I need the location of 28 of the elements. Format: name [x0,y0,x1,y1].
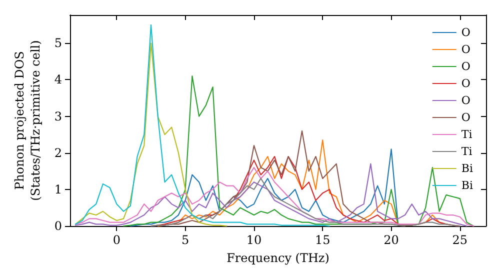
line-series [74,24,330,227]
legend-label: O [461,26,470,39]
legend-label: O [461,77,470,90]
x-tick-label: 25 [452,233,468,247]
legend-label: O [461,111,470,124]
x-tick-label: 0 [112,233,120,247]
legend-label: Ti [461,128,473,141]
y-tick-label: 4 [54,72,62,87]
y-axis-title: Phonon projected DOS (States/THz·primitive cell) [12,40,42,201]
legend-label: Bi [461,162,474,175]
y-tick-label: 3 [54,109,62,124]
legend-label: Bi [461,179,474,192]
legend-label: O [461,60,470,73]
x-tick-label: 20 [384,233,399,247]
x-tick-label: 5 [182,233,190,247]
legend-label: O [461,94,470,107]
line-series [74,42,228,227]
y-tick-label: 0 [54,219,62,233]
line-series [122,76,474,227]
y-tick-label: 1 [54,182,62,196]
y-tick-label: 2 [54,146,62,160]
legend-label: Ti [461,145,473,158]
legend-label: O [461,43,470,56]
x-tick-label: 10 [246,233,262,247]
x-tick-label: 15 [314,233,330,247]
x-axis-title: Frequency (THz) [226,251,330,265]
y-tick-label: 5 [54,36,62,50]
line-series [150,178,460,227]
